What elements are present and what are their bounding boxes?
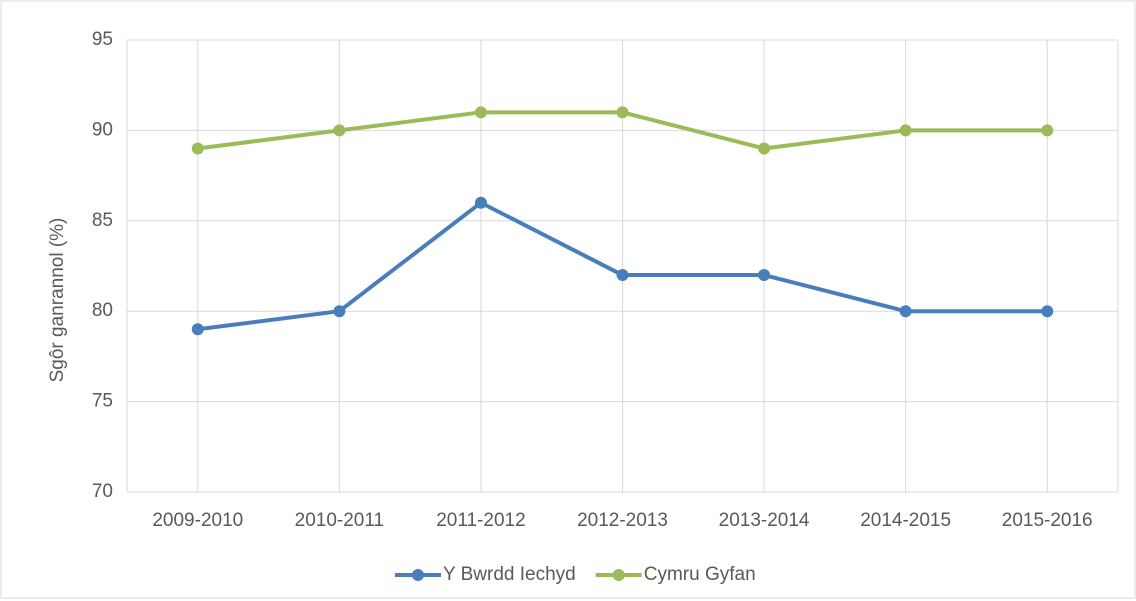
point xyxy=(191,142,204,155)
point xyxy=(616,106,629,119)
point xyxy=(899,305,912,318)
x-tick-label: 2014-2015 xyxy=(860,510,951,531)
point xyxy=(333,305,346,318)
y-tick-label: 70 xyxy=(92,481,113,502)
point xyxy=(899,124,912,137)
point xyxy=(1041,305,1054,318)
point xyxy=(474,196,487,209)
x-tick-label: 2009-2010 xyxy=(152,510,243,531)
x-tick-label: 2012-2013 xyxy=(577,510,668,531)
point xyxy=(474,106,487,119)
point xyxy=(333,124,346,137)
y-axis-label: Sgôr ganrannol (%) xyxy=(47,218,68,383)
x-tick-label: 2011-2012 xyxy=(436,510,525,531)
legend-label: Cymru Gyfan xyxy=(644,564,756,585)
x-tick-label: 2013-2014 xyxy=(719,510,810,531)
y-tick-label: 85 xyxy=(92,210,113,231)
x-tick-label: 2010-2011 xyxy=(295,510,384,531)
x-tick-label: 2015-2016 xyxy=(1002,510,1093,531)
y-tick-label: 80 xyxy=(92,300,113,321)
y-tick-label: 95 xyxy=(92,29,113,50)
point xyxy=(191,323,204,336)
legend-marker xyxy=(612,569,625,581)
point xyxy=(758,269,771,282)
y-tick-label: 90 xyxy=(92,119,113,140)
point xyxy=(616,269,629,282)
legend-marker xyxy=(412,569,424,581)
legend-label: Y Bwrdd Iechyd xyxy=(443,564,576,585)
point xyxy=(758,142,771,155)
y-tick-label: 75 xyxy=(92,391,113,412)
point xyxy=(1041,124,1054,137)
